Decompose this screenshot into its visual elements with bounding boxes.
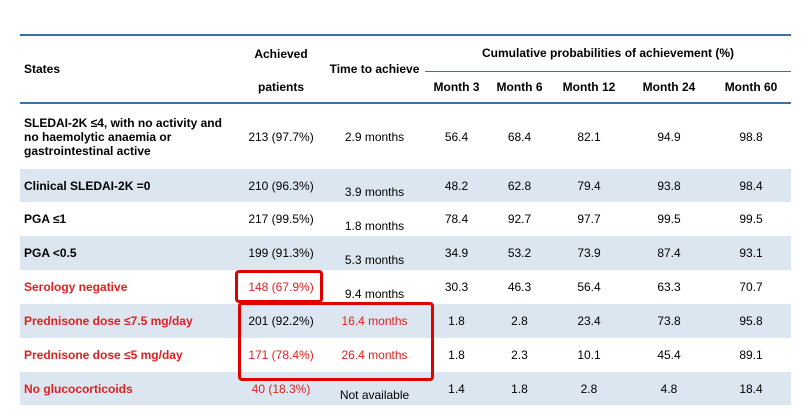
- state-cell: Prednisone dose ≤5 mg/day: [20, 338, 238, 372]
- table-row: Prednisone dose ≤5 mg/day 171 (78.4%) 26…: [20, 338, 792, 372]
- header-cumulative: Cumulative probabilities of achievement …: [425, 36, 792, 72]
- value-cell: 93.1: [711, 236, 792, 270]
- value-cell: 48.2: [425, 169, 488, 202]
- value-cell: 2.8: [488, 304, 551, 338]
- value-cell: 2.3: [488, 338, 551, 372]
- value-cell: 1.4: [425, 372, 488, 405]
- table-row: PGA <0.5 199 (91.3%) 5.3 months 34.9 53.…: [20, 236, 792, 270]
- value-cell: 98.4: [711, 169, 792, 202]
- value-cell: 92.7: [488, 202, 551, 236]
- state-cell: Serology negative: [20, 270, 238, 304]
- value-cell: 10.1: [551, 338, 627, 372]
- value-cell: 30.3: [425, 270, 488, 304]
- header-time: Time to achieve: [324, 36, 425, 103]
- state-cell: SLEDAI-2K ≤4, with no activity and no ha…: [20, 102, 238, 169]
- time-cell: 3.9 months: [324, 169, 425, 202]
- time-cell: 16.4 months: [324, 304, 425, 338]
- header-month-3: Month 3: [425, 71, 488, 103]
- header-achieved-bottom: patients: [238, 71, 324, 103]
- time-cell: 2.9 months: [324, 102, 425, 169]
- value-cell: 2.8: [551, 372, 627, 405]
- header-month-12: Month 12: [551, 71, 627, 103]
- value-cell: 1.8: [488, 372, 551, 405]
- time-cell: 26.4 months: [324, 338, 425, 372]
- table-row: No glucocorticoids 40 (18.3%) Not availa…: [20, 372, 792, 405]
- table-row: PGA ≤1 217 (99.5%) 1.8 months 78.4 92.7 …: [20, 202, 792, 236]
- achieved-cell: 40 (18.3%): [238, 372, 324, 405]
- state-cell: No glucocorticoids: [20, 372, 238, 405]
- time-cell: 1.8 months: [324, 202, 425, 236]
- value-cell: 1.8: [425, 338, 488, 372]
- value-cell: 99.5: [711, 202, 792, 236]
- state-cell: PGA ≤1: [20, 202, 238, 236]
- achieved-cell: 210 (96.3%): [238, 169, 324, 202]
- results-table: States Achieved Time to achieve Cumulati…: [20, 36, 792, 405]
- state-cell: Prednisone dose ≤7.5 mg/day: [20, 304, 238, 338]
- value-cell: 73.9: [551, 236, 627, 270]
- value-cell: 73.8: [627, 304, 711, 338]
- header-month-24: Month 24: [627, 71, 711, 103]
- value-cell: 45.4: [627, 338, 711, 372]
- value-cell: 82.1: [551, 102, 627, 169]
- value-cell: 79.4: [551, 169, 627, 202]
- value-cell: 87.4: [627, 236, 711, 270]
- header-month-60: Month 60: [711, 71, 792, 103]
- value-cell: 53.2: [488, 236, 551, 270]
- value-cell: 4.8: [627, 372, 711, 405]
- value-cell: 93.8: [627, 169, 711, 202]
- header-achieved-top: Achieved: [238, 36, 324, 71]
- achieved-cell: 217 (99.5%): [238, 202, 324, 236]
- header-month-6: Month 6: [488, 71, 551, 103]
- table-row: Serology negative 148 (67.9%) 9.4 months…: [20, 270, 792, 304]
- value-cell: 98.8: [711, 102, 792, 169]
- state-cell: PGA <0.5: [20, 236, 238, 270]
- achieved-cell: 201 (92.2%): [238, 304, 324, 338]
- table-row: Clinical SLEDAI-2K =0 210 (96.3%) 3.9 mo…: [20, 169, 792, 202]
- achieved-cell: 148 (67.9%): [238, 270, 324, 304]
- value-cell: 46.3: [488, 270, 551, 304]
- value-cell: 78.4: [425, 202, 488, 236]
- time-cell: Not available: [324, 372, 425, 405]
- value-cell: 70.7: [711, 270, 792, 304]
- value-cell: 56.4: [425, 102, 488, 169]
- time-cell: 5.3 months: [324, 236, 425, 270]
- value-cell: 97.7: [551, 202, 627, 236]
- value-cell: 99.5: [627, 202, 711, 236]
- table-row: Prednisone dose ≤7.5 mg/day 201 (92.2%) …: [20, 304, 792, 338]
- results-table-container: States Achieved Time to achieve Cumulati…: [20, 34, 792, 405]
- value-cell: 23.4: [551, 304, 627, 338]
- value-cell: 34.9: [425, 236, 488, 270]
- value-cell: 95.8: [711, 304, 792, 338]
- state-cell: Clinical SLEDAI-2K =0: [20, 169, 238, 202]
- achieved-cell: 199 (91.3%): [238, 236, 324, 270]
- value-cell: 56.4: [551, 270, 627, 304]
- achieved-cell: 171 (78.4%): [238, 338, 324, 372]
- value-cell: 63.3: [627, 270, 711, 304]
- value-cell: 68.4: [488, 102, 551, 169]
- value-cell: 94.9: [627, 102, 711, 169]
- value-cell: 89.1: [711, 338, 792, 372]
- value-cell: 1.8: [425, 304, 488, 338]
- value-cell: 62.8: [488, 169, 551, 202]
- header-states: States: [20, 36, 238, 103]
- value-cell: 18.4: [711, 372, 792, 405]
- achieved-cell: 213 (97.7%): [238, 102, 324, 169]
- time-cell: 9.4 months: [324, 270, 425, 304]
- table-row: SLEDAI-2K ≤4, with no activity and no ha…: [20, 102, 792, 169]
